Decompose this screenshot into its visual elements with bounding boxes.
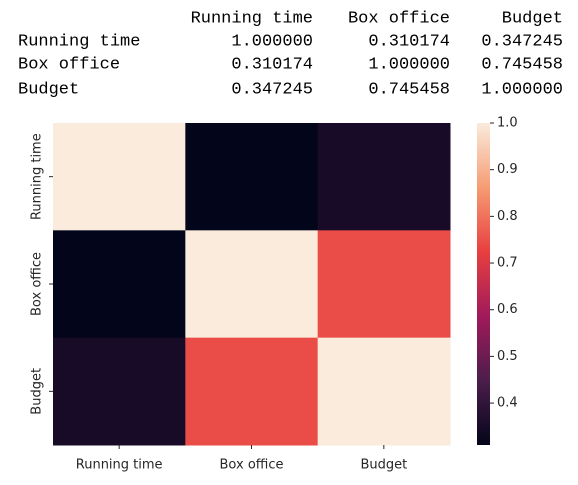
table-cell: 0.745458 <box>368 80 450 99</box>
table-row-label: Running time <box>18 32 140 51</box>
y-tick-label: Box office <box>30 252 45 316</box>
heatmap-cell <box>317 230 451 339</box>
table-cell: 0.745458 <box>481 55 563 74</box>
colorbar-tick-label: 0.9 <box>497 162 518 177</box>
x-tick-label: Running time <box>76 458 163 473</box>
table-column-header: Running time <box>191 9 313 28</box>
table-cell: 0.347245 <box>231 80 313 99</box>
table-cell: 1.000000 <box>481 80 563 99</box>
table-row-label: Box office <box>18 55 120 74</box>
colorbar-tick-label: 1.0 <box>497 116 518 131</box>
colorbar-tick-label: 0.4 <box>497 396 518 411</box>
x-tick-label: Box office <box>220 458 284 473</box>
y-tick-label: Running time <box>30 133 45 220</box>
y-tick-label: Budget <box>30 368 45 415</box>
table-cell: 0.347245 <box>481 32 563 51</box>
x-tick-label: Budget <box>360 458 407 473</box>
colorbar <box>477 123 490 445</box>
colorbar-tick-label: 0.8 <box>497 209 518 224</box>
colorbar-tick-label: 0.6 <box>497 302 518 317</box>
heatmap-cell <box>53 337 186 446</box>
heatmap-cell <box>53 230 186 339</box>
colorbar-tick-label: 0.5 <box>497 349 518 364</box>
heatmap-cell <box>185 123 319 231</box>
colorbar-tick-label: 0.7 <box>497 256 518 271</box>
table-cell: 1.000000 <box>368 55 450 74</box>
heatmap-cell <box>185 337 319 446</box>
table-row-label: Budget <box>18 80 79 99</box>
table-column-header: Budget <box>502 9 563 28</box>
table-cell: 0.310174 <box>231 55 313 74</box>
heatmap-cell <box>185 230 319 339</box>
heatmap-cell <box>317 123 451 231</box>
table-cell: 1.000000 <box>231 32 313 51</box>
table-cell: 0.310174 <box>368 32 450 51</box>
heatmap-cell <box>317 337 451 446</box>
heatmap-cell <box>53 123 186 231</box>
table-column-header: Box office <box>348 9 450 28</box>
